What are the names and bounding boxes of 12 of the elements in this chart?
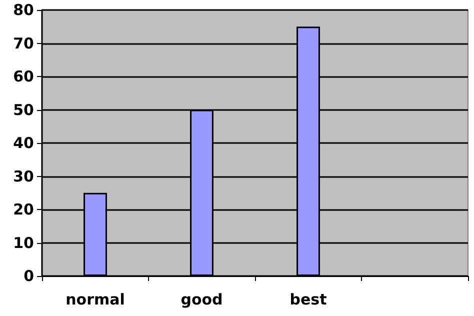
y-tick-label: 30: [13, 167, 34, 186]
y-tick-label: 70: [13, 34, 34, 52]
y-tick-label: 20: [13, 200, 34, 218]
y-tick-label: 60: [13, 68, 34, 86]
y-tick-label: 50: [13, 100, 34, 119]
x-tick-label: good: [180, 290, 223, 308]
y-tick-label: 0: [24, 267, 34, 285]
y-tick-label: 40: [13, 134, 34, 152]
y-tick-label: 80: [13, 1, 34, 19]
x-tick-label: best: [290, 290, 327, 308]
y-tick-label: 10: [13, 234, 34, 252]
x-tick-label: normal: [66, 290, 125, 308]
